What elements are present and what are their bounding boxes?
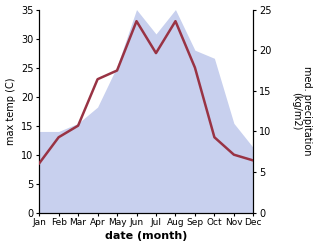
Y-axis label: med. precipitation
(kg/m2): med. precipitation (kg/m2) [291, 66, 313, 156]
Y-axis label: max temp (C): max temp (C) [5, 77, 16, 145]
X-axis label: date (month): date (month) [105, 231, 187, 242]
